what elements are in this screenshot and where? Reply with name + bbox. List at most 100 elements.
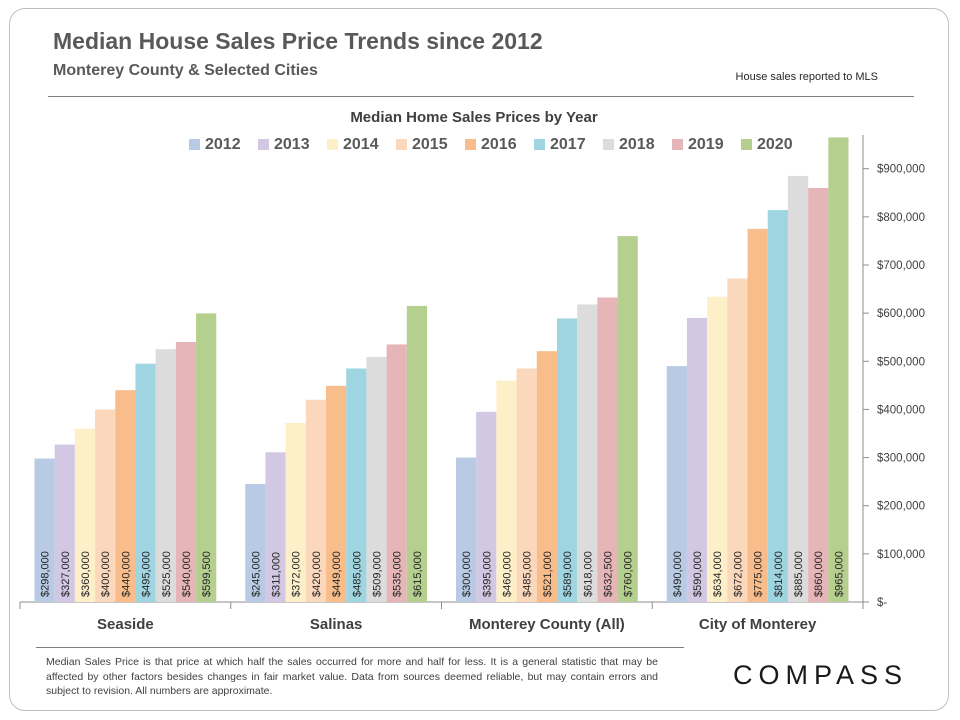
- bar: [727, 278, 748, 602]
- bar-data-label: $440,000: [120, 551, 132, 597]
- bar: [577, 304, 598, 602]
- bar: [305, 399, 327, 602]
- bar-data-label: $420,000: [311, 551, 323, 597]
- chart-title: Median Home Sales Prices by Year: [350, 109, 598, 126]
- bar: [366, 356, 387, 602]
- bar: [326, 385, 347, 602]
- bar: [617, 236, 638, 602]
- y-tick-label: $900,000: [877, 164, 925, 176]
- legend-label: 2019: [688, 136, 724, 153]
- bar: [74, 428, 96, 602]
- bar-data-label: $599,500: [201, 551, 213, 597]
- y-tick-label: $500,000: [877, 356, 925, 368]
- slide-frame: [9, 8, 949, 711]
- bar-data-label: $311,000: [271, 552, 283, 597]
- y-tick-label: $700,000: [877, 260, 925, 272]
- legend-swatch: [327, 139, 338, 150]
- bar-data-label: $634,000: [712, 551, 724, 597]
- bar-data-label: $298,000: [40, 551, 52, 597]
- legend-label: 2012: [205, 136, 241, 153]
- bar: [135, 363, 156, 602]
- legend-swatch: [672, 139, 683, 150]
- footnote: Median Sales Price is that price at whic…: [46, 656, 658, 697]
- bar-data-label: $449,000: [331, 551, 343, 597]
- bar-data-label: $490,000: [672, 551, 684, 597]
- bar-data-label: $495,000: [141, 551, 153, 597]
- legend-label: 2013: [274, 136, 310, 153]
- bar-data-label: $521,000: [542, 551, 554, 597]
- bar: [516, 368, 537, 602]
- bar: [54, 444, 75, 602]
- bar: [155, 349, 176, 602]
- bar: [386, 344, 407, 602]
- bar-data-label: $525,000: [161, 551, 173, 597]
- bar-data-label: $245,000: [250, 551, 262, 597]
- y-tick-label: $600,000: [877, 308, 925, 320]
- legend-swatch: [258, 139, 269, 150]
- bar-data-label: $590,000: [692, 551, 704, 597]
- bar: [747, 228, 768, 602]
- bar-data-label: $535,000: [392, 551, 404, 597]
- bar: [406, 305, 428, 602]
- bar: [767, 210, 788, 602]
- header-divider: [48, 96, 914, 97]
- bar-data-label: $485,000: [522, 551, 534, 597]
- legend-label: 2016: [481, 136, 517, 153]
- legend-swatch: [741, 139, 752, 150]
- x-category-label: Seaside: [97, 616, 154, 633]
- footnote-divider: [36, 647, 684, 648]
- page-subtitle: Monterey County & Selected Cities: [53, 62, 318, 79]
- compass-logo: COMPASS: [733, 660, 909, 690]
- legend-swatch: [189, 139, 200, 150]
- bar-data-label: $760,000: [623, 551, 635, 597]
- bar-data-label: $395,000: [481, 551, 493, 597]
- legend-label: 2014: [343, 136, 379, 153]
- bar-data-label: $360,000: [80, 551, 92, 597]
- x-category-label: Monterey County (All): [469, 616, 625, 633]
- bar: [196, 313, 217, 602]
- bar-data-label: $300,000: [461, 551, 473, 597]
- bar: [828, 137, 849, 602]
- bar: [707, 296, 728, 602]
- bar-data-label: $509,000: [372, 551, 384, 597]
- y-tick-label: $-: [877, 597, 887, 609]
- bar-data-label: $615,000: [412, 551, 424, 597]
- y-tick-label: $300,000: [877, 453, 925, 465]
- bar: [787, 175, 809, 603]
- legend-label: 2017: [550, 136, 586, 153]
- bar: [34, 458, 55, 602]
- bar-data-label: $814,000: [773, 551, 785, 597]
- legend-swatch: [396, 139, 407, 150]
- legend-label: 2020: [757, 136, 793, 153]
- y-tick-label: $100,000: [877, 549, 925, 561]
- bar: [597, 297, 618, 602]
- bar-data-label: $460,000: [501, 551, 513, 597]
- bar-data-label: $965,000: [833, 551, 845, 597]
- y-tick-label: $200,000: [877, 501, 925, 513]
- bar: [245, 484, 266, 602]
- bar: [175, 342, 197, 602]
- legend-swatch: [603, 139, 614, 150]
- bar: [115, 390, 136, 602]
- bar-data-label: $589,000: [562, 551, 574, 597]
- x-category-label: City of Monterey: [699, 616, 817, 633]
- bar-data-label: $775,000: [753, 551, 765, 597]
- bar: [265, 452, 286, 602]
- bar: [666, 366, 687, 602]
- bar: [346, 368, 367, 602]
- bar-data-label: $860,000: [813, 551, 825, 597]
- bar-data-label: $672,000: [732, 551, 744, 597]
- legend-label: 2018: [619, 136, 655, 153]
- bar: [536, 351, 557, 602]
- bar: [686, 317, 708, 602]
- source-note: House sales reported to MLS: [735, 71, 878, 83]
- bar-data-label: $632,500: [602, 551, 614, 597]
- bar: [285, 422, 306, 602]
- bar-data-label: $327,000: [60, 551, 72, 597]
- legend-label: 2015: [412, 136, 448, 153]
- legend-swatch: [534, 139, 545, 150]
- x-category-label: Salinas: [310, 616, 363, 633]
- y-tick-label: $800,000: [877, 212, 925, 224]
- bar: [95, 409, 116, 602]
